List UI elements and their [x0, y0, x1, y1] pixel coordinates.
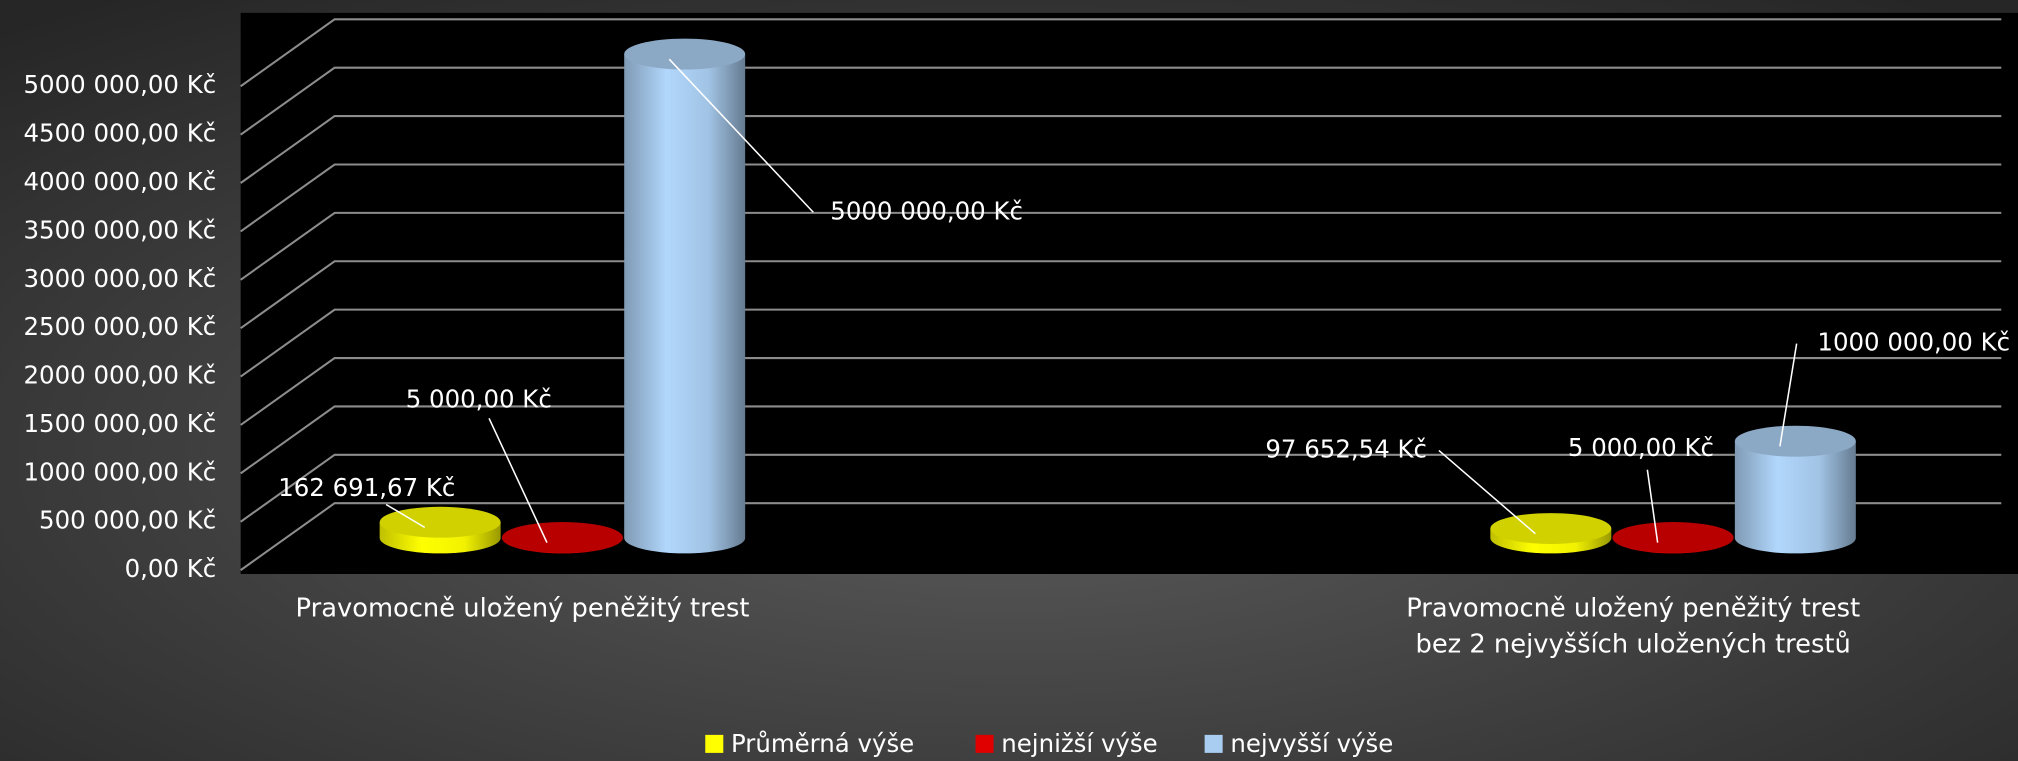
grid-line — [240, 163, 2002, 233]
grid-line — [240, 211, 2002, 281]
leader-line — [385, 503, 426, 529]
data-label: 5 000,00 Kč — [406, 384, 552, 413]
data-label: 97 652,54 Kč — [1265, 434, 1427, 463]
x-label-box: Pravomocně uložený peněžitý trest bez 2 … — [1406, 592, 1861, 659]
cylinder-top — [379, 506, 501, 538]
leader-line — [1438, 449, 1536, 535]
y-tick-label: 4500 000,00 Kč — [24, 119, 217, 148]
legend-swatch — [975, 734, 994, 753]
y-tick-label: 2000 000,00 Kč — [24, 361, 217, 390]
leader-line — [1646, 469, 1659, 543]
grid-line — [240, 502, 2002, 571]
leader-line — [668, 58, 814, 213]
grid-line — [240, 357, 2002, 426]
grid-line — [240, 260, 2002, 330]
cylinder — [501, 522, 623, 554]
data-label: 5 000,00 Kč — [1568, 433, 1714, 462]
y-tick-label: 3500 000,00 Kč — [24, 215, 217, 244]
leader-line — [1779, 343, 1798, 447]
y-tick-label: 4000 000,00 Kč — [24, 167, 217, 196]
cylinder — [1612, 522, 1734, 554]
data-label: 5000 000,00 Kč — [830, 196, 1023, 225]
grid-line — [240, 453, 2002, 523]
grid-line — [240, 405, 2002, 475]
plot-area — [240, 12, 2018, 574]
y-tick-label: 2500 000,00 Kč — [24, 312, 217, 341]
grid-line — [240, 308, 2002, 378]
x-tick-label: Pravomocně uložený peněžitý trest — [295, 592, 750, 623]
y-tick-label: 0,00 Kč — [125, 554, 217, 583]
cylinder — [1734, 425, 1856, 554]
cylinder-top — [1490, 513, 1612, 544]
cylinder-top — [501, 522, 623, 553]
y-tick-label: 1500 000,00 Kč — [24, 409, 217, 438]
cylinder-top — [1612, 522, 1734, 553]
legend-label: Průměrná výše — [731, 729, 914, 758]
legend-swatch — [705, 734, 724, 753]
cylinder-body — [624, 54, 746, 554]
leader-line — [488, 417, 548, 543]
grid-line — [240, 18, 2002, 88]
y-tick-label: 5000 000,00 Kč — [24, 70, 217, 99]
x-label-box: Pravomocně uložený peněžitý trest — [295, 592, 750, 623]
cylinder — [624, 38, 746, 554]
legend-swatch — [1204, 734, 1223, 753]
y-tick-label: 1000 000,00 Kč — [24, 457, 217, 486]
cylinder-top — [624, 38, 746, 70]
data-label: 162 691,67 Kč — [278, 473, 455, 502]
legend-label: nejvyšší výše — [1230, 729, 1393, 758]
grid-line — [240, 115, 2002, 184]
y-tick-label: 3000 000,00 Kč — [24, 264, 217, 293]
grid-line — [240, 66, 2002, 136]
cylinder — [1490, 513, 1612, 554]
x-tick-label: Pravomocně uložený peněžitý trest bez 2 … — [1406, 592, 1861, 659]
legend-label: nejnižší výše — [1001, 729, 1157, 758]
cylinder — [379, 506, 501, 554]
data-label: 1000 000,00 Kč — [1817, 328, 2010, 357]
cylinder-top — [1734, 425, 1856, 457]
y-tick-label: 500 000,00 Kč — [39, 506, 216, 535]
cylinder-body — [1734, 441, 1856, 554]
